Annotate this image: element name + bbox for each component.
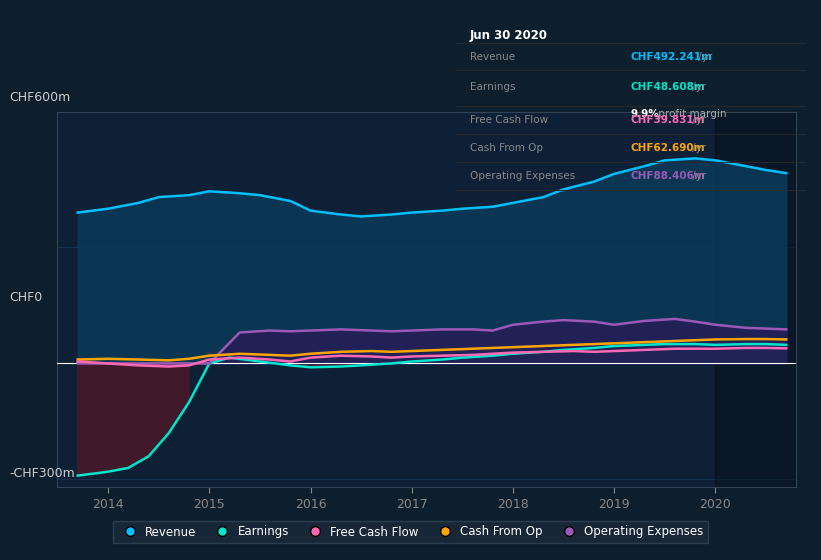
Text: /yr: /yr xyxy=(690,82,707,92)
Text: CHF492.241m: CHF492.241m xyxy=(631,52,712,62)
Text: Operating Expenses: Operating Expenses xyxy=(470,171,575,181)
Text: /yr: /yr xyxy=(690,143,707,153)
Text: /yr: /yr xyxy=(690,115,707,125)
Text: /yr: /yr xyxy=(695,52,713,62)
Legend: Revenue, Earnings, Free Cash Flow, Cash From Op, Operating Expenses: Revenue, Earnings, Free Cash Flow, Cash … xyxy=(113,521,708,543)
Text: /yr: /yr xyxy=(690,171,707,181)
Text: Free Cash Flow: Free Cash Flow xyxy=(470,115,548,125)
Text: Revenue: Revenue xyxy=(470,52,515,62)
Text: CHF48.608m: CHF48.608m xyxy=(631,82,705,92)
Text: Cash From Op: Cash From Op xyxy=(470,143,543,153)
Text: CHF0: CHF0 xyxy=(10,291,43,304)
Text: CHF600m: CHF600m xyxy=(10,91,71,105)
Text: Earnings: Earnings xyxy=(470,82,515,92)
Text: -CHF300m: -CHF300m xyxy=(10,466,76,480)
Text: 9.9%: 9.9% xyxy=(631,109,659,119)
Text: Jun 30 2020: Jun 30 2020 xyxy=(470,29,548,42)
Text: profit margin: profit margin xyxy=(655,109,727,119)
Bar xyxy=(715,112,796,487)
Text: CHF88.406m: CHF88.406m xyxy=(631,171,705,181)
Text: CHF39.831m: CHF39.831m xyxy=(631,115,704,125)
Text: CHF62.690m: CHF62.690m xyxy=(631,143,704,153)
